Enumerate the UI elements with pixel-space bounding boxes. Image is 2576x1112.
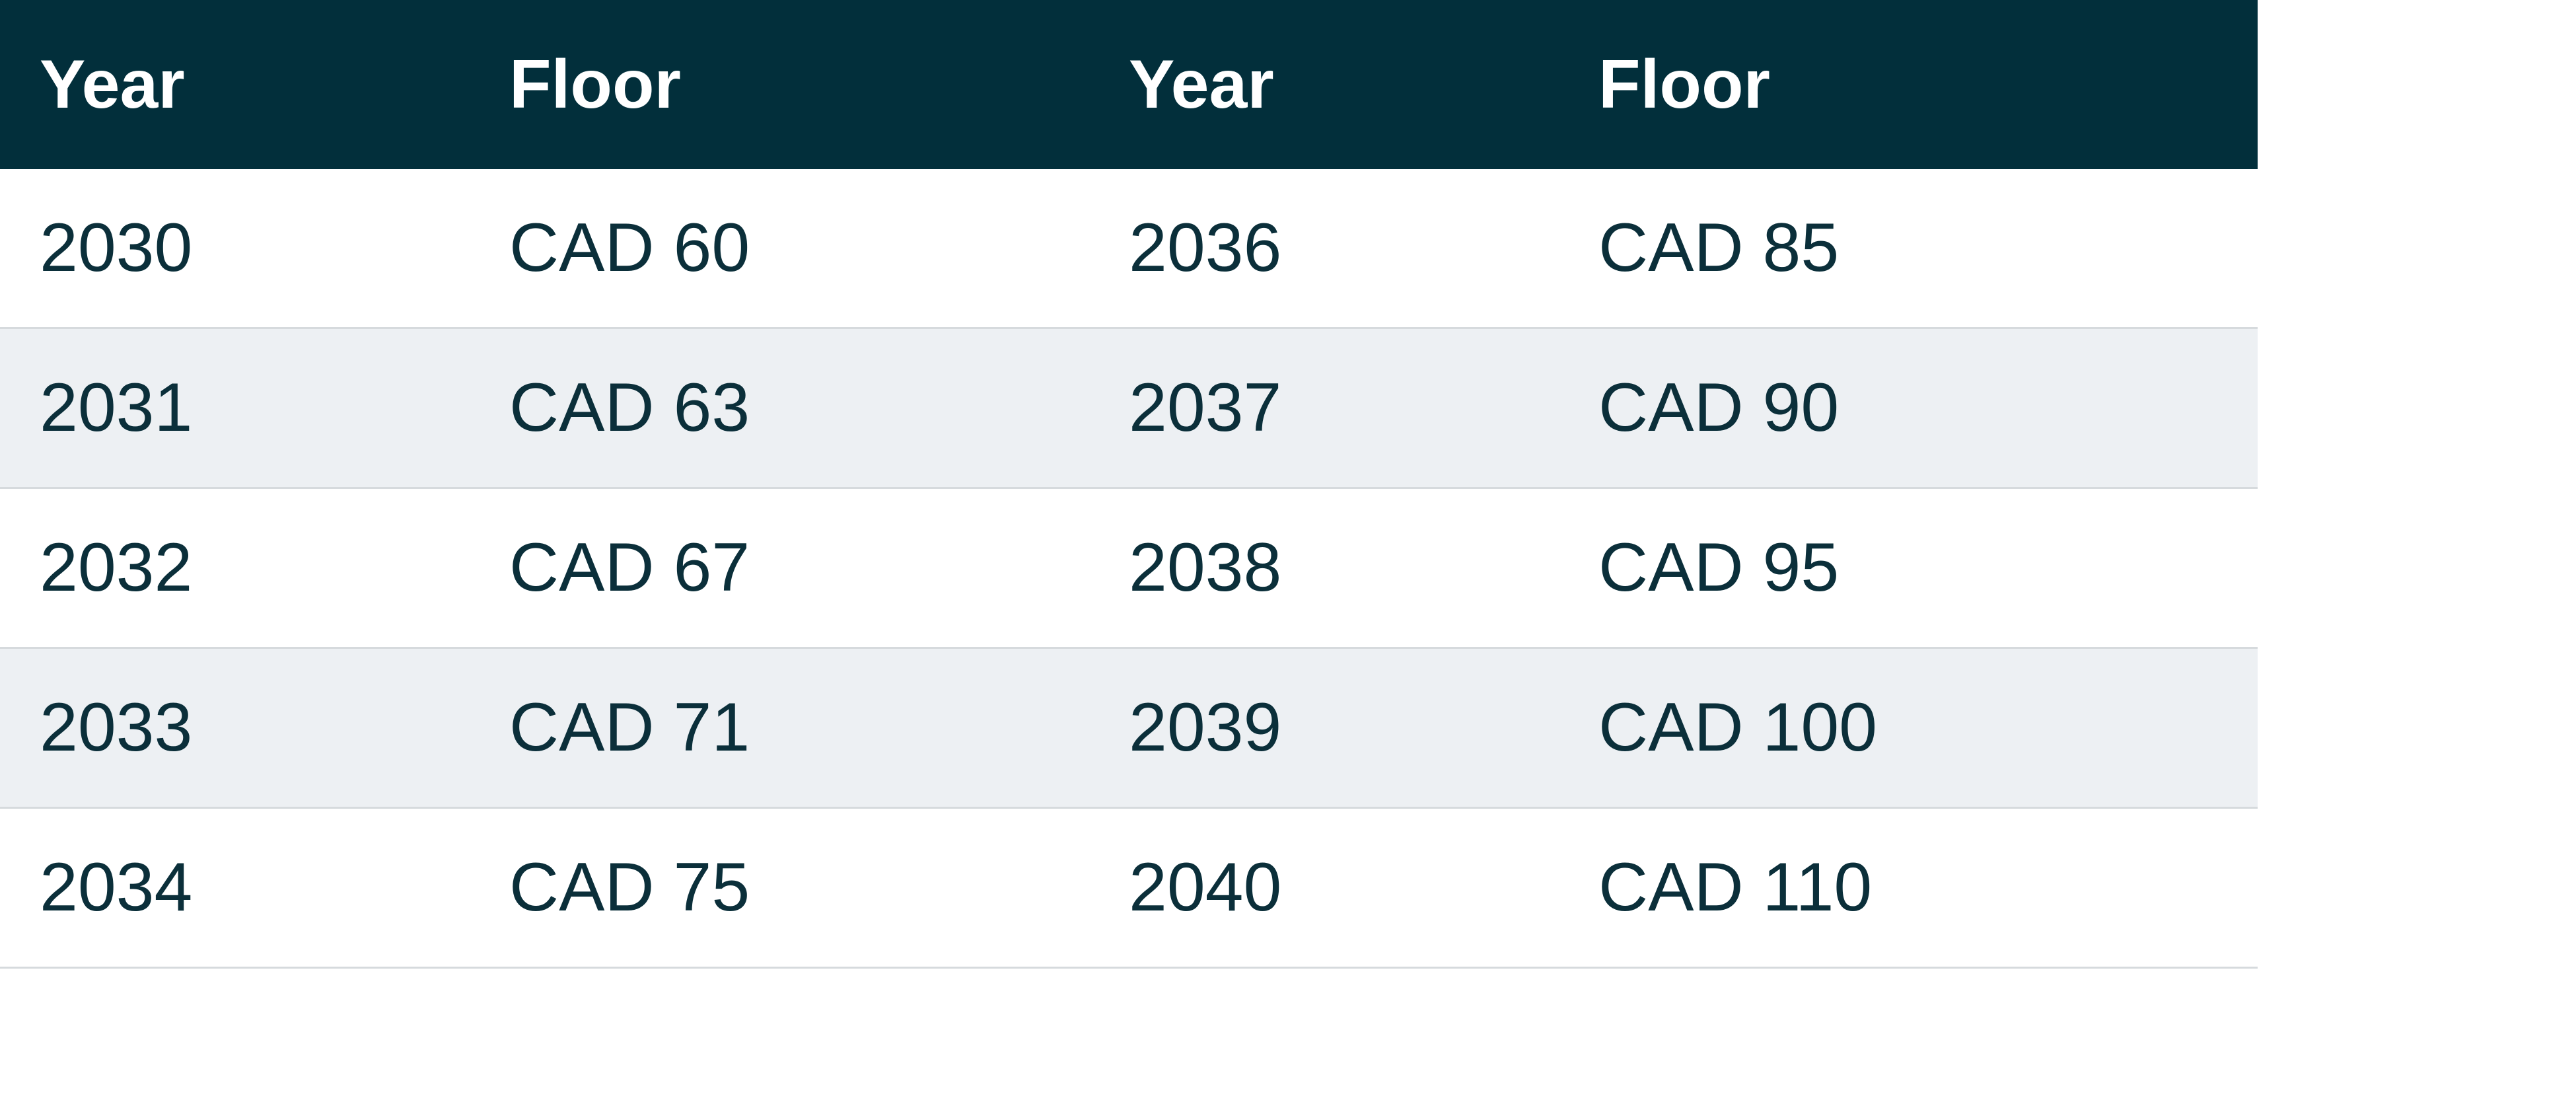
table-cell: 2030 bbox=[40, 209, 193, 286]
table-cell: CAD 100 bbox=[1598, 689, 1877, 766]
table-cell: 2033 bbox=[40, 689, 193, 766]
table-cell: 2038 bbox=[1129, 529, 1282, 606]
table-row: 2033 CAD 71 2039 CAD 100 bbox=[0, 649, 2258, 809]
table-cell: 2034 bbox=[40, 849, 193, 926]
table-cell: CAD 63 bbox=[509, 369, 750, 446]
header-cell: Floor bbox=[509, 46, 681, 123]
table-cell: CAD 71 bbox=[509, 689, 750, 766]
table-cell: CAD 67 bbox=[509, 529, 750, 606]
table-row: 2031 CAD 63 2037 CAD 90 bbox=[0, 329, 2258, 489]
table-cell: CAD 110 bbox=[1598, 849, 1873, 926]
table-cell: CAD 75 bbox=[509, 849, 750, 926]
table-cell: 2032 bbox=[40, 529, 193, 606]
table-row: 2032 CAD 67 2038 CAD 95 bbox=[0, 489, 2258, 649]
header-cell: Floor bbox=[1598, 46, 1770, 123]
header-cell: Year bbox=[40, 46, 185, 123]
table-cell: 2039 bbox=[1129, 689, 1282, 766]
table-cell: 2037 bbox=[1129, 369, 1282, 446]
table-cell: 2040 bbox=[1129, 849, 1282, 926]
table-cell: CAD 60 bbox=[509, 209, 750, 286]
table-cell: CAD 90 bbox=[1598, 369, 1840, 446]
header-row: Year Floor Year Floor bbox=[0, 0, 2258, 169]
table-cell: 2036 bbox=[1129, 209, 1282, 286]
table-cell: CAD 85 bbox=[1598, 209, 1840, 286]
table-cell: 2031 bbox=[40, 369, 193, 446]
table-row: 2030 CAD 60 2036 CAD 85 bbox=[0, 169, 2258, 329]
table-row: 2034 CAD 75 2040 CAD 110 bbox=[0, 809, 2258, 969]
table-cell: CAD 95 bbox=[1598, 529, 1840, 606]
table: Year Floor Year Floor 2030 CAD 60 2036 CAD 85 20… bbox=[0, 0, 2258, 969]
header-cell: Year bbox=[1129, 46, 1274, 123]
